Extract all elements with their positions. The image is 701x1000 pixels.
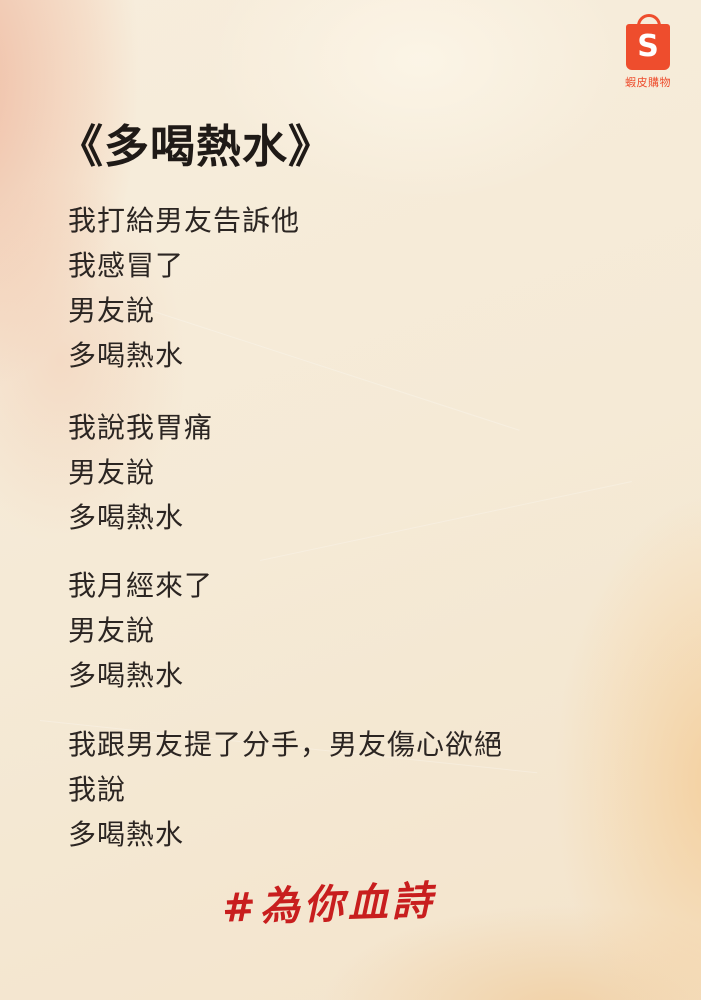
bag-handle [637, 14, 661, 31]
poem-line: 我感冒了 [68, 249, 185, 282]
stanza-3: 我月經來了 男友說 多喝熱水 [68, 563, 213, 698]
poem-line: 我月經來了 [68, 569, 214, 602]
hashtag: #為你血詩 [221, 877, 437, 932]
shopee-logo[interactable]: S 蝦皮購物 [618, 14, 678, 90]
poem-line: 我說我胃痛 [68, 411, 214, 444]
poem-line: 我說 [68, 773, 127, 806]
logo-glyph: S [637, 29, 659, 64]
stanza-2: 我說我胃痛 男友說 多喝熱水 [68, 405, 213, 540]
poem-line: 多喝熱水 [68, 501, 185, 534]
logo-label: 蝦皮購物 [625, 76, 671, 89]
poem-title: 《多喝熱水》 [58, 120, 335, 173]
poem-line: 男友說 [68, 456, 156, 489]
poem-line: 我跟男友提了分手，男友傷心欲絕 [68, 728, 504, 761]
poem-line: 多喝熱水 [68, 818, 185, 851]
poem-line: 多喝熱水 [68, 339, 185, 372]
stanza-4: 我跟男友提了分手，男友傷心欲絕 我說 多喝熱水 [68, 722, 503, 857]
poem-line: 多喝熱水 [68, 659, 185, 692]
poem-line: 男友說 [68, 294, 156, 327]
poem-line: 男友說 [68, 614, 156, 647]
poem-line: 我打給男友告訴他 [68, 204, 301, 237]
stanza-1: 我打給男友告訴他 我感冒了 男友說 多喝熱水 [68, 198, 300, 378]
shopping-bag-icon: S [626, 14, 670, 70]
